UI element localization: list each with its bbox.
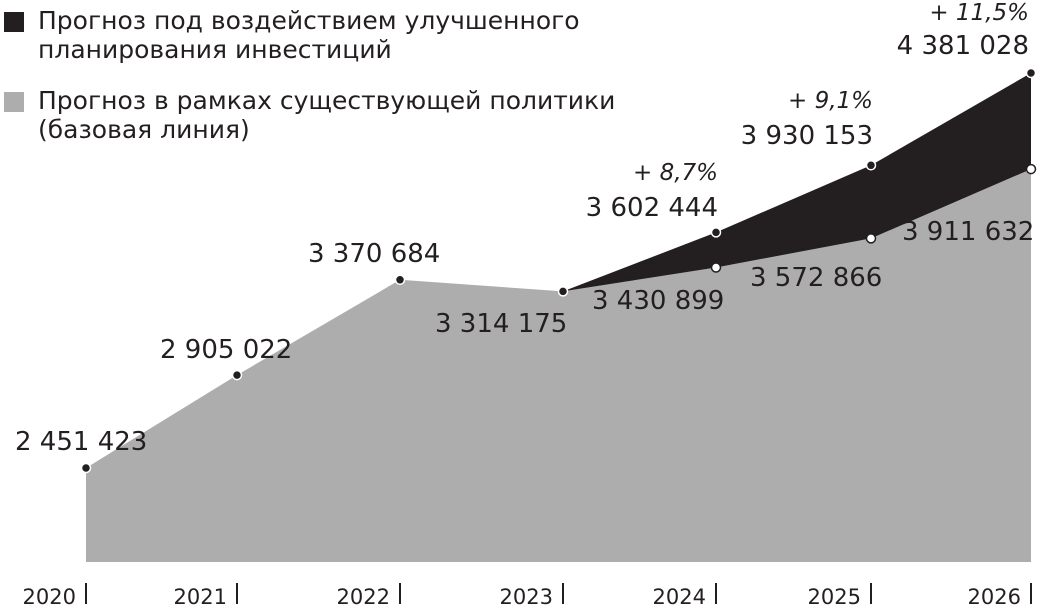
baseline-point-2023 — [557, 286, 569, 297]
x-tick-label-2021: 2021 — [174, 585, 227, 606]
baseline-area — [86, 169, 1031, 562]
legend-swatch-baseline — [4, 92, 24, 112]
baseline-point-2026 — [1025, 163, 1037, 175]
improved-forecast-area — [563, 73, 1031, 292]
baseline-point-2020 — [80, 462, 92, 474]
baseline-point-2024 — [710, 262, 722, 273]
improved-point-2024 — [710, 227, 722, 238]
baseline-point-2021 — [231, 369, 243, 381]
legend-label-improved: Прогноз под воздействием улучшенного пла… — [38, 6, 580, 64]
improved-value-label-2024: 3 602 444 — [586, 193, 718, 223]
baseline-value-label-2023: 3 314 175 — [435, 309, 567, 339]
x-tick-label-2022: 2022 — [337, 585, 390, 606]
data-point-markers — [80, 67, 1037, 474]
baseline-value-label-2025: 3 572 866 — [750, 263, 882, 293]
baseline-point-2022 — [394, 274, 406, 286]
x-axis-ticks: 2020 2021 2022 2023 2024 2025 2026 — [23, 583, 1032, 606]
improved-point-2025 — [865, 160, 877, 171]
baseline-value-label-2026: 3 911 632 — [902, 217, 1034, 247]
baseline-value-label-2021: 2 905 022 — [160, 335, 292, 365]
x-tick-label-2023: 2023 — [500, 585, 553, 606]
x-tick-label-2020: 2020 — [23, 585, 76, 606]
legend-label-baseline: Прогноз в рамках существующей политики (… — [38, 86, 616, 144]
baseline-point-2025 — [865, 233, 877, 244]
growth-label-2024: + 8,7% — [633, 160, 718, 186]
value-labels: 2 451 423 2 905 022 3 370 684 3 314 175 3 43… — [15, 0, 1034, 457]
improved-value-label-2026: 4 381 028 — [897, 31, 1029, 61]
x-tick-label-2026: 2026 — [968, 585, 1021, 606]
improved-point-2026 — [1025, 67, 1037, 79]
growth-label-2026: + 11,5% — [929, 0, 1029, 26]
baseline-value-label-2024: 3 430 899 — [592, 286, 724, 316]
improved-value-label-2025: 3 930 153 — [741, 121, 873, 151]
baseline-value-label-2022: 3 370 684 — [308, 239, 440, 269]
growth-label-2025: + 9,1% — [788, 88, 873, 114]
x-tick-label-2024: 2024 — [653, 585, 706, 606]
legend-swatch-improved — [4, 12, 24, 32]
baseline-value-label-2020: 2 451 423 — [15, 427, 147, 457]
x-tick-label-2025: 2025 — [808, 585, 861, 606]
